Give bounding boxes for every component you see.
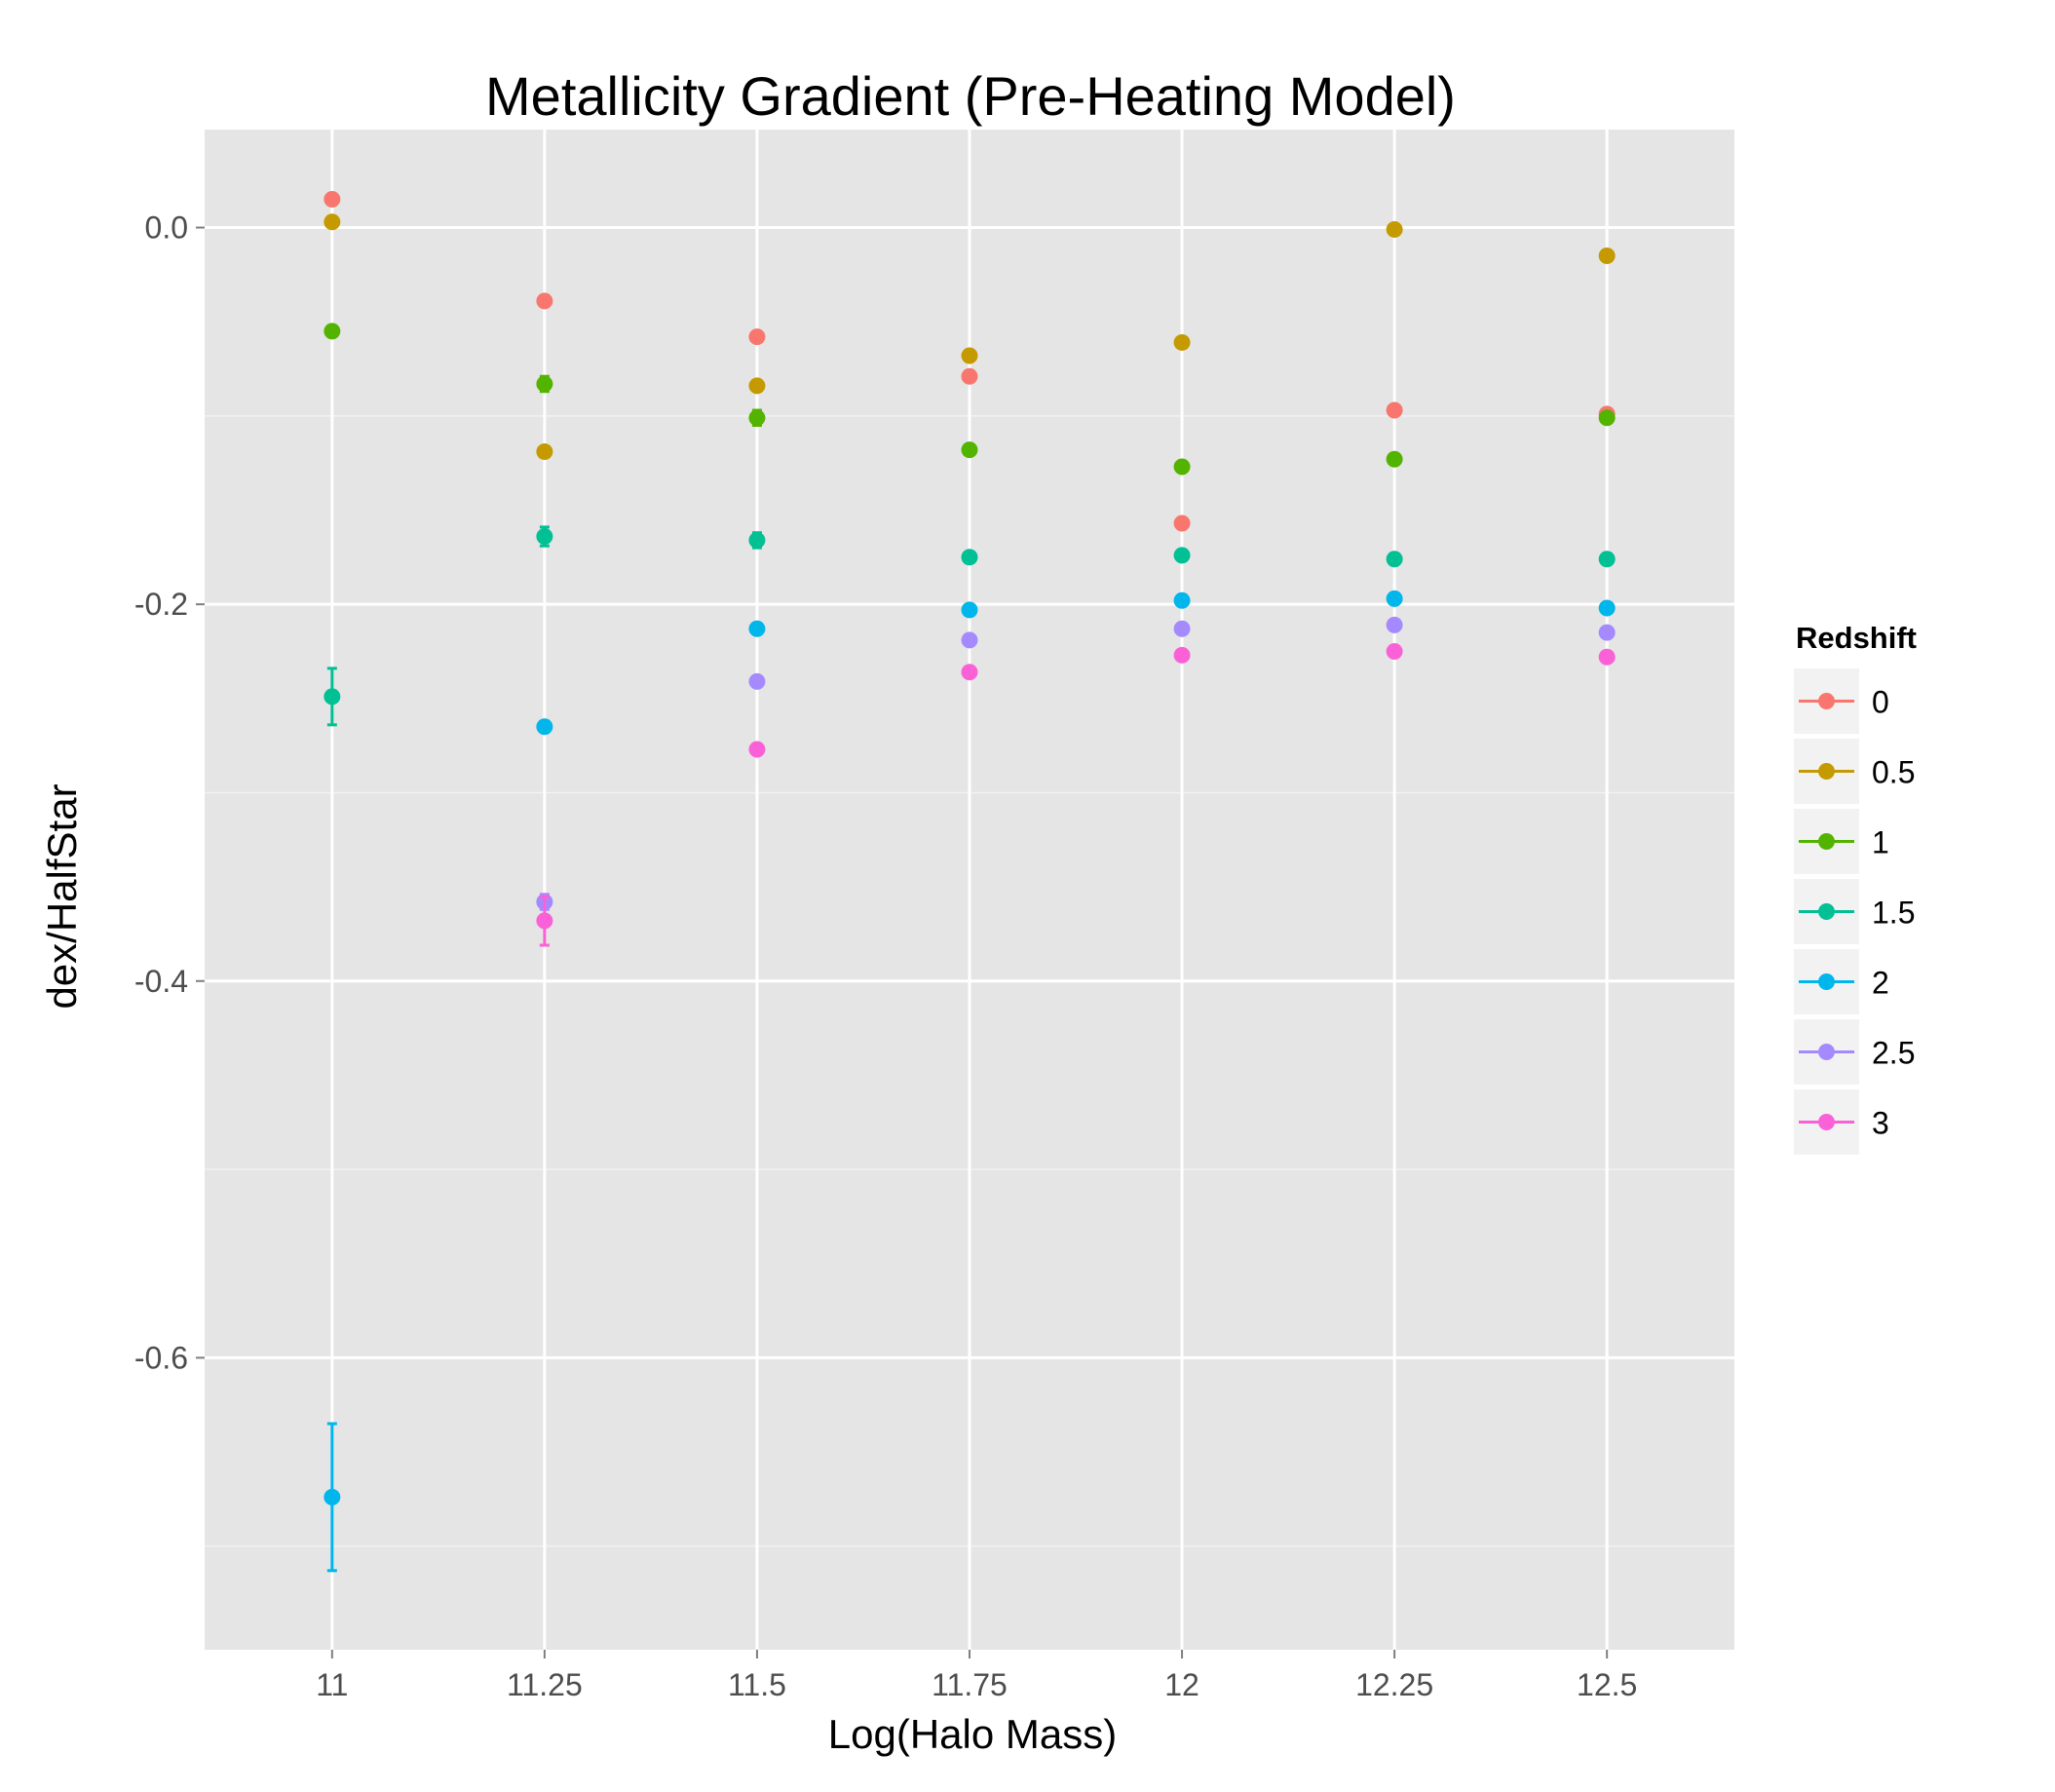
data-point xyxy=(1386,642,1403,660)
data-point xyxy=(536,528,553,546)
data-point xyxy=(1598,248,1616,265)
data-point xyxy=(323,191,341,209)
data-point xyxy=(1173,458,1191,476)
data-point xyxy=(1173,620,1191,637)
y-axis-title: dex/HalfStar xyxy=(39,783,85,1009)
data-point xyxy=(748,328,766,346)
data-point xyxy=(748,620,766,637)
data-point xyxy=(748,377,766,395)
legend-key-point xyxy=(1818,1044,1835,1060)
x-tick-label: 12.5 xyxy=(1577,1667,1637,1702)
y-tick-label: -0.4 xyxy=(134,964,188,999)
data-point xyxy=(748,531,766,549)
x-tick-label: 11.5 xyxy=(728,1667,786,1702)
data-point xyxy=(323,1488,341,1506)
data-point xyxy=(961,441,978,459)
legend: Redshift 0 0.5 1 1.5 2 2.5 3 xyxy=(1792,621,1917,1157)
legend-key-point xyxy=(1818,1114,1835,1130)
legend-item-2: 2 xyxy=(1792,947,1889,1016)
chart-title: Metallicity Gradient (Pre-Heating Model) xyxy=(485,65,1456,127)
legend-label: 0 xyxy=(1872,685,1889,720)
data-point xyxy=(748,741,766,758)
data-point xyxy=(1386,450,1403,468)
legend-label: 1 xyxy=(1872,825,1889,860)
data-point xyxy=(1598,648,1616,666)
legend-key-point xyxy=(1818,693,1835,709)
data-point xyxy=(961,367,978,385)
data-point xyxy=(536,443,553,461)
series-1 xyxy=(323,323,1616,476)
data-point xyxy=(961,549,978,566)
data-point xyxy=(1598,599,1616,617)
x-tick-label: 11.25 xyxy=(507,1667,583,1702)
legend-item-0-5: 0.5 xyxy=(1792,737,1915,806)
legend-label: 1.5 xyxy=(1872,896,1915,931)
legend-key-point xyxy=(1818,763,1835,780)
grid-major xyxy=(205,130,1734,1650)
x-axis: 11 11.25 11.5 11.75 12 12.25 12.5 xyxy=(316,1650,1637,1702)
data-point xyxy=(961,664,978,681)
data-point xyxy=(1386,401,1403,419)
data-point xyxy=(323,213,341,231)
data-point xyxy=(536,718,553,736)
data-point xyxy=(323,323,341,340)
legend-label: 0.5 xyxy=(1872,755,1915,790)
y-axis: 0.0 -0.2 -0.4 -0.6 xyxy=(134,210,205,1375)
legend-item-1-5: 1.5 xyxy=(1792,877,1915,946)
data-point xyxy=(536,912,553,930)
data-point xyxy=(536,375,553,393)
y-tick-label: -0.2 xyxy=(134,587,188,622)
legend-item-0: 0 xyxy=(1792,667,1889,736)
legend-label: 2 xyxy=(1872,966,1889,1001)
data-point xyxy=(1386,551,1403,568)
series-0-5 xyxy=(323,213,1616,461)
legend-key-point xyxy=(1818,833,1835,850)
y-tick-label: -0.6 xyxy=(134,1340,188,1375)
y-tick-label: 0.0 xyxy=(145,210,188,246)
data-point xyxy=(1386,616,1403,633)
series-1-5 xyxy=(323,525,1616,727)
x-tick-label: 11 xyxy=(316,1667,348,1702)
data-point xyxy=(1173,515,1191,532)
legend-title: Redshift xyxy=(1796,621,1917,655)
data-point xyxy=(1386,590,1403,607)
legend-item-2-5: 2.5 xyxy=(1792,1017,1915,1087)
data-point xyxy=(1173,591,1191,609)
data-point xyxy=(961,601,978,619)
data-point xyxy=(1598,624,1616,641)
legend-key-point xyxy=(1818,973,1835,990)
x-tick-label: 12.25 xyxy=(1355,1667,1433,1702)
data-point xyxy=(1598,409,1616,427)
x-tick-label: 12 xyxy=(1164,1667,1199,1702)
data-point xyxy=(961,631,978,649)
legend-key-point xyxy=(1818,903,1835,920)
series-3 xyxy=(536,642,1616,947)
data-point xyxy=(323,688,341,705)
legend-label: 2.5 xyxy=(1872,1036,1915,1071)
data-point xyxy=(748,672,766,690)
x-tick-label: 11.75 xyxy=(932,1667,1008,1702)
data-point xyxy=(536,292,553,310)
data-point xyxy=(1598,551,1616,568)
data-point xyxy=(748,409,766,427)
data-point xyxy=(1173,333,1191,351)
legend-item-3: 3 xyxy=(1792,1087,1889,1157)
series-0 xyxy=(323,191,1616,532)
x-axis-title: Log(Halo Mass) xyxy=(828,1711,1117,1757)
data-point xyxy=(1173,547,1191,564)
series-2 xyxy=(323,590,1616,1573)
legend-label: 3 xyxy=(1872,1106,1889,1141)
legend-item-1: 1 xyxy=(1792,807,1889,876)
data-point xyxy=(1386,220,1403,238)
data-point xyxy=(961,347,978,364)
data-point xyxy=(1173,646,1191,664)
series-layer xyxy=(323,191,1616,1573)
